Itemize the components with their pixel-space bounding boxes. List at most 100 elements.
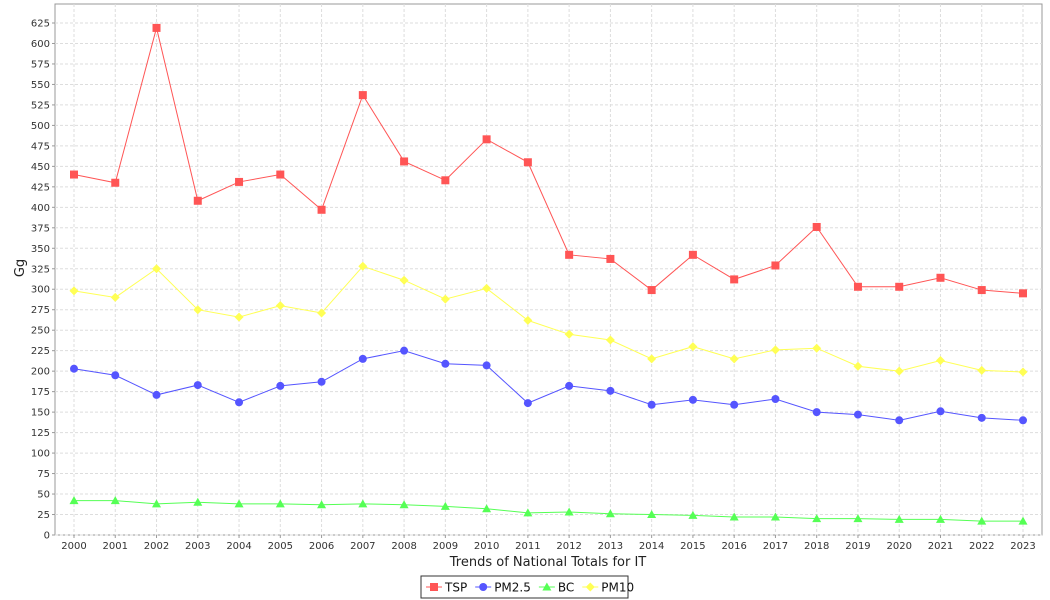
legend-item-pm25: PM2.5 — [475, 581, 531, 595]
x-tick-label: 2016 — [721, 541, 746, 552]
data-point-pm25 — [193, 381, 202, 390]
data-point-pm25 — [565, 381, 574, 390]
y-tick-label: 500 — [31, 121, 50, 132]
x-tick-label: 2015 — [680, 541, 705, 552]
data-point-pm25 — [977, 413, 986, 422]
y-tick-label: 0 — [44, 531, 50, 542]
data-point-pm25 — [606, 386, 615, 395]
x-tick-label: 2013 — [598, 541, 623, 552]
data-point-pm10 — [853, 361, 863, 371]
data-point-pm25 — [358, 354, 367, 363]
y-tick-label: 300 — [31, 285, 50, 296]
x-tick-label: 2002 — [144, 541, 169, 552]
y-tick-label: 250 — [31, 326, 50, 337]
x-tick-label: 2010 — [474, 541, 499, 552]
data-point-bc — [110, 496, 120, 505]
data-point-tsp — [565, 250, 574, 259]
plot-area — [54, 3, 1043, 536]
data-point-bc — [358, 499, 368, 508]
data-point-pm10 — [440, 294, 450, 304]
y-tick-label: 450 — [31, 162, 50, 173]
data-point-pm10 — [605, 335, 615, 345]
data-point-pm10 — [977, 365, 987, 375]
x-tick-label: 2009 — [433, 541, 458, 552]
data-point-tsp — [70, 170, 78, 179]
y-tick-label: 75 — [37, 469, 50, 480]
data-point-pm25 — [276, 381, 285, 390]
data-point-tsp — [606, 254, 615, 263]
data-point-pm10 — [1018, 367, 1028, 377]
data-point-tsp — [977, 286, 986, 295]
data-point-pm25 — [70, 364, 78, 373]
data-point-pm10 — [399, 275, 409, 285]
legend-item-pm10: PM10 — [582, 581, 634, 595]
legend-label-pm25: PM2.5 — [494, 581, 531, 595]
data-point-bc — [729, 512, 739, 521]
data-point-bc — [647, 510, 657, 519]
x-tick-label: 2006 — [309, 541, 334, 552]
data-point-pm25 — [730, 400, 739, 409]
y-tick-label: 400 — [31, 203, 50, 214]
data-point-pm25 — [523, 399, 532, 408]
data-point-bc — [1018, 516, 1028, 525]
legend-marker-bc — [542, 582, 552, 591]
data-point-bc — [193, 497, 203, 506]
y-axis-label: Gg — [13, 259, 28, 277]
data-point-bc — [977, 516, 987, 525]
y-tick-label: 150 — [31, 408, 50, 419]
data-point-tsp — [895, 282, 904, 291]
data-point-tsp — [647, 286, 656, 295]
x-tick-label: 2005 — [268, 541, 293, 552]
data-point-bc — [812, 514, 822, 523]
x-axis: 2000 2001 2002 2003 2004 2005 2006 2007 2008 2009… — [61, 535, 1036, 552]
data-point-pm25 — [235, 398, 244, 407]
data-point-pm10 — [69, 286, 79, 296]
x-axis-label: Trends of National Totals for IT — [449, 555, 647, 570]
legend: TSP PM2.5 BC PM10 — [420, 575, 634, 599]
data-point-bc — [894, 514, 904, 523]
series-tsp — [70, 23, 1027, 298]
series-line-pm10 — [73, 265, 1024, 373]
data-point-pm10 — [358, 261, 368, 271]
data-point-bc — [564, 507, 574, 516]
data-point-pm10 — [647, 354, 657, 364]
data-point-tsp — [688, 250, 697, 259]
data-point-tsp — [482, 135, 491, 144]
x-tick-label: 2007 — [350, 541, 375, 552]
data-point-pm10 — [688, 342, 698, 352]
data-point-tsp — [523, 158, 532, 167]
data-point-bc — [440, 501, 450, 510]
data-point-pm10 — [482, 283, 492, 293]
series-line-bc — [74, 500, 1023, 522]
x-tick-label: 2020 — [886, 541, 911, 552]
y-tick-label: 175 — [31, 387, 50, 398]
x-tick-label: 2023 — [1010, 541, 1035, 552]
legend-marker-pm25 — [479, 583, 488, 591]
data-point-pm10 — [193, 305, 203, 315]
legend-label-pm10: PM10 — [601, 581, 634, 595]
data-point-pm25 — [111, 371, 120, 380]
data-point-tsp — [771, 261, 780, 270]
y-tick-label: 275 — [31, 305, 50, 316]
data-point-bc — [69, 496, 79, 505]
data-point-pm25 — [771, 395, 780, 404]
data-point-tsp — [1019, 289, 1027, 298]
data-point-tsp — [317, 205, 326, 214]
data-point-tsp — [812, 222, 821, 231]
y-tick-label: 425 — [31, 182, 50, 193]
data-point-pm10 — [894, 366, 904, 376]
data-point-bc — [317, 500, 327, 509]
data-point-pm10 — [110, 292, 120, 302]
data-point-tsp — [936, 273, 945, 282]
y-tick-label: 225 — [31, 346, 50, 357]
series-pm10 — [69, 261, 1028, 377]
data-point-pm25 — [853, 410, 862, 419]
data-point-pm25 — [152, 390, 161, 399]
series-pm25 — [70, 346, 1027, 425]
data-point-pm25 — [688, 395, 697, 404]
x-tick-label: 2000 — [61, 541, 86, 552]
x-tick-label: 2021 — [928, 541, 953, 552]
data-point-tsp — [111, 178, 120, 187]
data-point-pm10 — [234, 312, 244, 322]
x-tick-label: 2008 — [391, 541, 416, 552]
